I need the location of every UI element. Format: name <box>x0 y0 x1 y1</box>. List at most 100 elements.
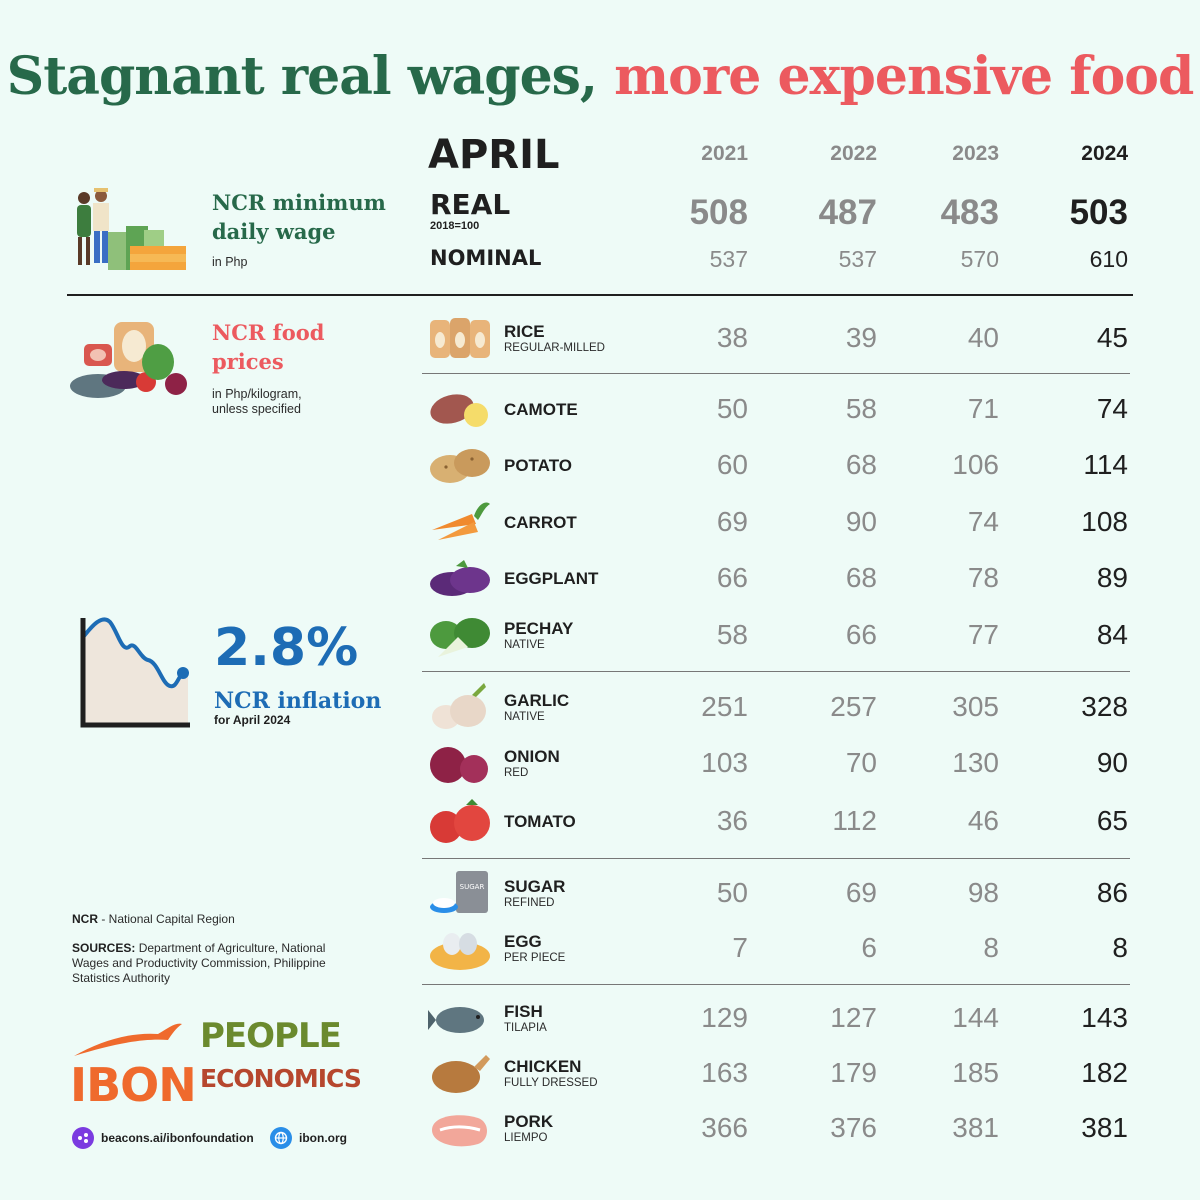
food-name: ONION <box>504 747 560 766</box>
food-row-tomato: TOMATO 36 112 46 65 <box>0 793 1200 849</box>
price-2021: 366 <box>701 1112 748 1143</box>
carrot-icon <box>432 502 490 540</box>
real-wage-2023: 483 <box>940 193 999 232</box>
food-row-garlic: GARLIC NATIVE 251 257 305 328 <box>0 679 1200 735</box>
food-name: EGG <box>504 932 542 951</box>
price-2024: 90 <box>1096 747 1128 778</box>
inflation-value: 2.8% <box>214 618 359 678</box>
price-2022: 39 <box>845 322 877 353</box>
year-2021: 2021 <box>701 142 748 165</box>
food-unit-line1: in Php/kilogram, <box>212 387 302 401</box>
price-2024: 84 <box>1096 619 1128 650</box>
price-2023: 130 <box>952 747 999 778</box>
food-name: RICE <box>504 322 545 341</box>
food-name: PECHAY <box>504 619 574 638</box>
eggplant-icon <box>430 560 490 596</box>
price-2021: 7 <box>732 932 748 963</box>
price-2024: 143 <box>1081 1002 1128 1033</box>
groceries-icon <box>70 322 187 398</box>
sources-label: SOURCES: <box>72 941 136 955</box>
food-row-sugar: SUGAR SUGAR REFINED 50 69 98 86 <box>0 865 1200 921</box>
real-wage-label: REAL <box>430 188 511 221</box>
food-name: POTATO <box>504 456 572 475</box>
price-2021: 60 <box>716 449 748 480</box>
sugar-bag-icon: SUGAR <box>430 871 488 913</box>
camote-icon <box>430 394 488 427</box>
food-row-onion: ONION RED 103 70 130 90 <box>0 735 1200 791</box>
price-2021: 251 <box>701 691 748 722</box>
nominal-wage-2023: 570 <box>960 246 999 272</box>
price-2021: 58 <box>716 619 748 650</box>
nominal-wage-label: NOMINAL <box>430 246 542 270</box>
sources-text: Department of Agriculture, National Wage… <box>72 941 326 985</box>
price-2022: 66 <box>845 619 877 650</box>
year-2023: 2023 <box>952 142 999 165</box>
price-2022: 6 <box>861 932 877 963</box>
section-divider <box>67 294 1133 296</box>
wage-heading: NCR minimum daily wage <box>212 188 386 246</box>
month-heading: APRIL <box>428 132 560 178</box>
price-2023: 185 <box>952 1057 999 1088</box>
ncr-def: - National Capital Region <box>101 912 235 926</box>
group-divider <box>422 671 1130 672</box>
group-divider <box>422 373 1130 374</box>
food-row-chicken: CHICKEN FULLY DRESSED 163 179 185 182 <box>0 1045 1200 1101</box>
food-heading: NCR food prices <box>212 318 324 376</box>
price-2024: 86 <box>1096 877 1128 908</box>
food-name: PORK <box>504 1112 554 1131</box>
food-sub: LIEMPO <box>504 1132 548 1144</box>
tomato-icon <box>430 799 490 843</box>
price-2022: 68 <box>845 562 877 593</box>
food-sub: REFINED <box>504 897 555 909</box>
group-divider <box>422 984 1130 985</box>
website-link-text[interactable]: ibon.org <box>299 1131 347 1145</box>
economics-logo: ECONOMICS <box>200 1064 362 1093</box>
inflation-trend-icon <box>80 617 190 728</box>
price-2021: 38 <box>716 322 748 353</box>
website-link[interactable]: ibon.org <box>270 1126 347 1150</box>
food-name: CARROT <box>504 513 577 532</box>
beacons-link[interactable]: beacons.ai/ibonfoundation <box>72 1126 254 1150</box>
price-2023: 46 <box>967 805 999 836</box>
food-row-camote: CAMOTE 50 58 71 74 <box>0 381 1200 437</box>
price-2022: 112 <box>832 805 877 836</box>
beacons-link-text[interactable]: beacons.ai/ibonfoundation <box>101 1131 254 1145</box>
price-2021: 163 <box>701 1057 748 1088</box>
price-2021: 50 <box>716 877 748 908</box>
inflation-heading: NCR inflation <box>214 688 382 714</box>
food-name: GARLIC <box>504 691 570 710</box>
price-2023: 305 <box>952 691 999 722</box>
price-2021: 69 <box>716 506 748 537</box>
wage-heading-line2: daily wage <box>212 219 336 244</box>
price-2022: 179 <box>830 1057 877 1088</box>
food-row-carrot: CARROT 69 90 74 108 <box>0 494 1200 550</box>
price-2024: 45 <box>1096 322 1128 353</box>
food-name: TOMATO <box>504 812 576 831</box>
price-2022: 127 <box>830 1002 877 1033</box>
rice-sack-icon <box>430 318 490 358</box>
price-2021: 66 <box>716 562 748 593</box>
food-row-potato: POTATO 60 68 106 114 <box>0 437 1200 493</box>
food-row-eggplant: EGGPLANT 66 68 78 89 <box>0 550 1200 606</box>
price-2023: 77 <box>967 619 999 650</box>
price-2023: 71 <box>967 393 999 424</box>
price-2023: 381 <box>952 1112 999 1143</box>
potato-icon <box>430 449 490 483</box>
price-2023: 40 <box>967 322 999 353</box>
food-sub: PER PIECE <box>504 952 566 964</box>
sugar-bag-text: SUGAR <box>460 883 485 891</box>
price-2023: 144 <box>952 1002 999 1033</box>
nominal-wage-2024: 610 <box>1089 246 1128 272</box>
inflation-sub: for April 2024 <box>214 713 291 727</box>
food-name: FISH <box>504 1002 543 1021</box>
onion-icon <box>430 747 488 783</box>
year-2022: 2022 <box>830 142 877 165</box>
garlic-icon <box>432 683 486 729</box>
title-part-wages: Stagnant real wages, <box>6 46 598 107</box>
year-2024: 2024 <box>1081 142 1128 165</box>
price-2023: 78 <box>967 562 999 593</box>
food-sub: FULLY DRESSED <box>504 1077 598 1089</box>
price-2023: 106 <box>952 449 999 480</box>
price-2023: 74 <box>967 506 999 537</box>
